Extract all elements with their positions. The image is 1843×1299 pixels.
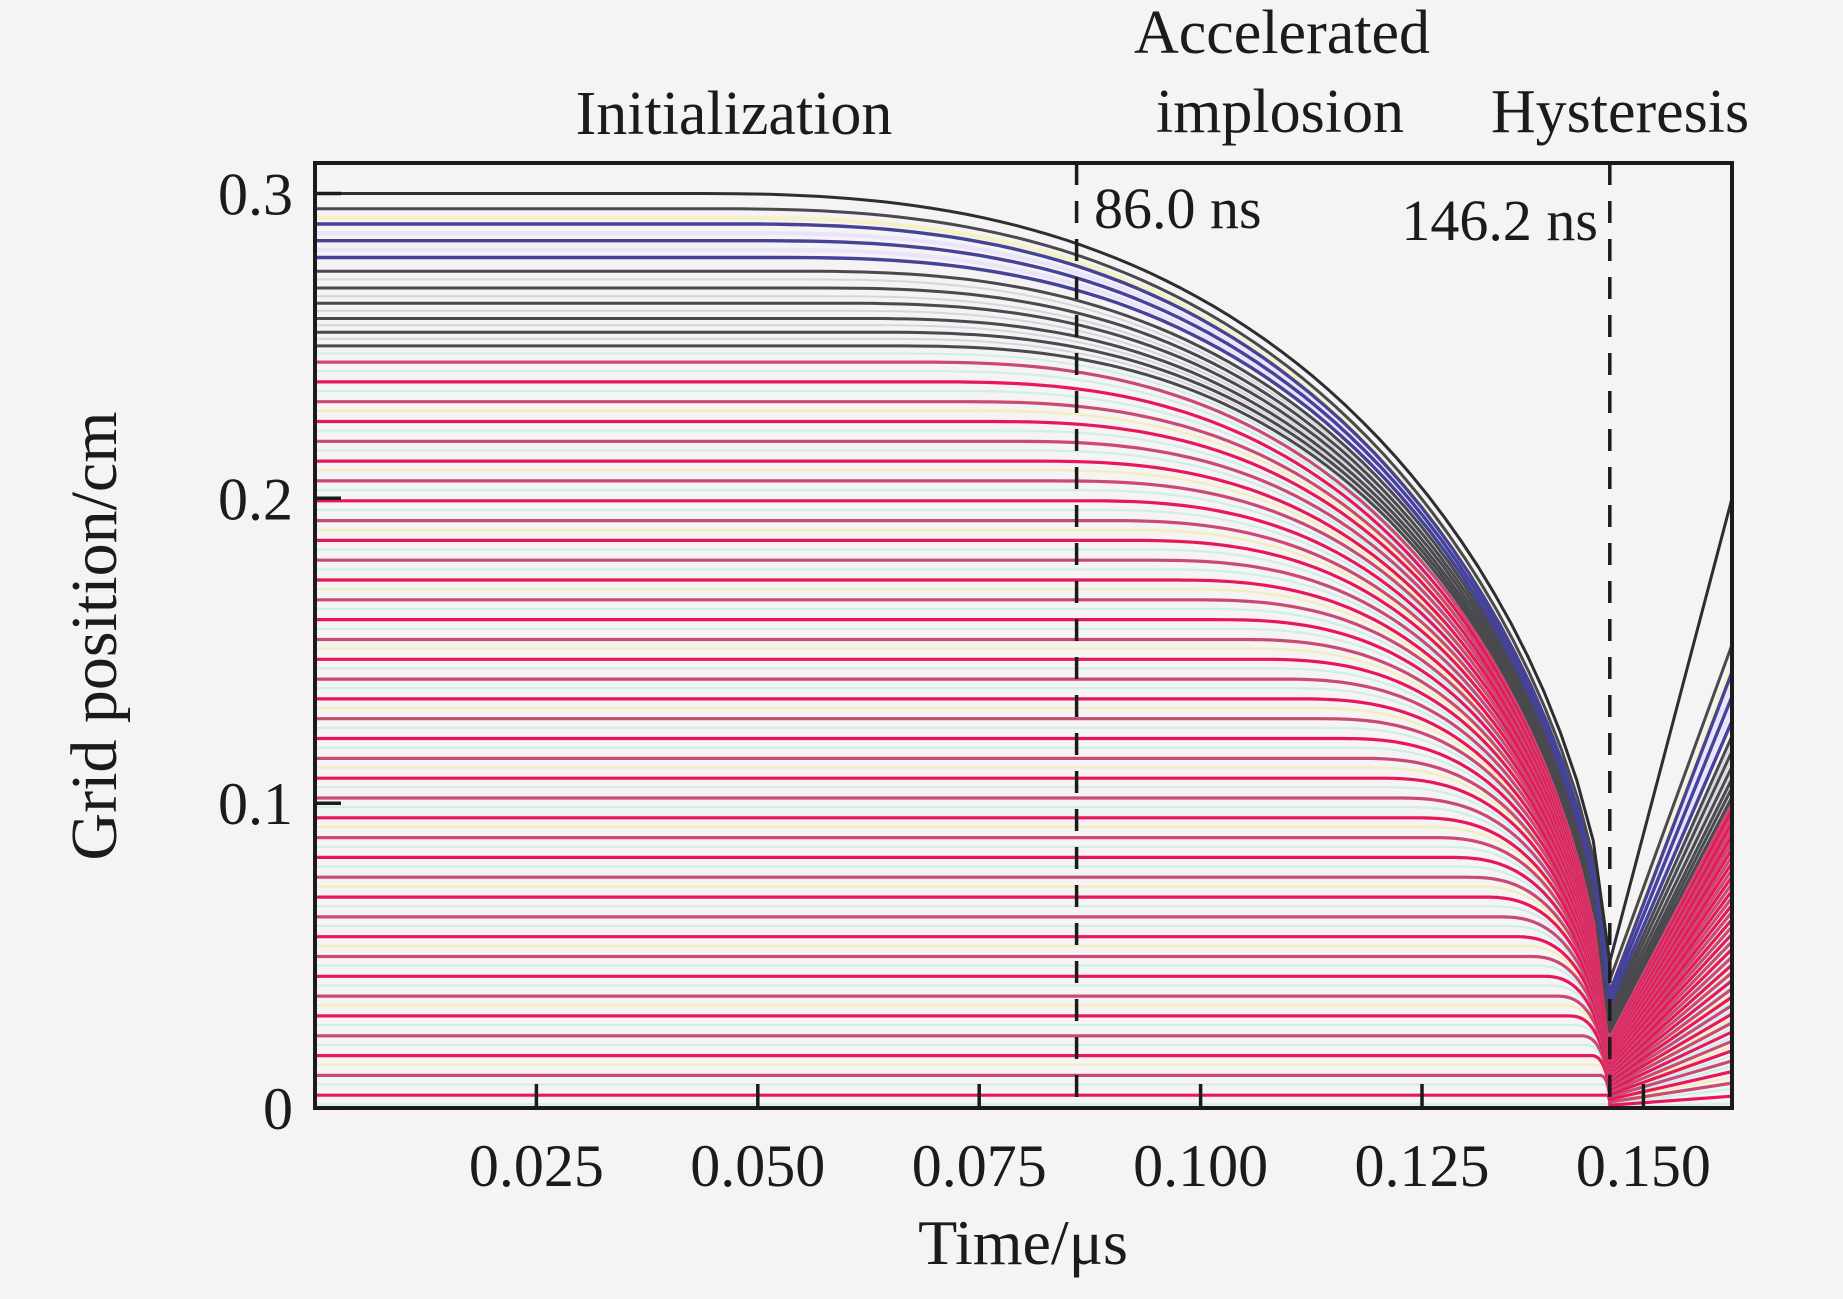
y-tick-label: 0.1 — [218, 771, 293, 837]
grid-trajectory-line — [315, 459, 1732, 1045]
x-tick-label: 0.100 — [1133, 1133, 1268, 1199]
grid-trajectory-line — [315, 344, 1732, 1034]
grid-trajectory-line — [315, 231, 1732, 998]
x-tick-label: 0.050 — [690, 1133, 825, 1199]
grid-trajectory-line — [315, 756, 1732, 1070]
grid-trajectory-line — [315, 617, 1732, 1058]
grid-trajectory-line — [315, 479, 1732, 1046]
y-axis-title: Grid position/cm — [58, 411, 131, 860]
grid-trajectory-line — [315, 637, 1732, 1060]
grid-trajectory-line — [315, 915, 1732, 1086]
grid-trajectory-line — [315, 825, 1732, 1077]
grid-trajectory-line — [315, 1053, 1732, 1101]
grid-trajectory-line — [315, 935, 1732, 1088]
grid-trajectory-line — [315, 518, 1732, 1050]
grid-trajectory-line — [315, 855, 1732, 1080]
x-tick-label: 0.150 — [1576, 1133, 1711, 1199]
y-tick-label: 0.3 — [218, 162, 293, 228]
grid-trajectory-line — [315, 796, 1732, 1074]
grid-trajectory-line — [315, 1073, 1732, 1104]
grid-trajectory-line — [315, 192, 1732, 964]
x-axis-tick-labels: 0.025 0.050 0.075 0.100 0.125 0.150 — [469, 1133, 1711, 1199]
grid-trajectory-line — [315, 419, 1732, 1042]
y-tick-label: 0 — [263, 1076, 293, 1142]
grid-trajectory-line — [315, 598, 1732, 1056]
grid-trajectory-line — [315, 558, 1732, 1053]
grid-trajectory-line — [315, 835, 1732, 1078]
grid-trajectory-line — [315, 875, 1732, 1082]
x-tick-label: 0.075 — [912, 1133, 1047, 1199]
y-axis-ticks — [315, 191, 341, 1110]
annotation-146ns: 146.2 ns — [1401, 188, 1598, 253]
phase-label-hysteresis: Hysteresis — [1491, 78, 1749, 146]
grid-trajectory-line — [315, 845, 1732, 1078]
x-tick-label: 0.125 — [1355, 1133, 1490, 1199]
grid-trajectory-line — [315, 677, 1732, 1063]
x-axis-title: Time/μs — [918, 1207, 1128, 1278]
grid-trajectory-line — [315, 439, 1732, 1043]
phase-boundary-dashed-lines — [1074, 163, 1612, 1108]
x-tick-label: 0.025 — [469, 1133, 604, 1199]
phase-label-initialization: Initialization — [576, 80, 893, 148]
grid-trajectory-line — [315, 269, 1732, 1012]
grid-trajectory-line — [315, 717, 1732, 1067]
grid-trajectory-line — [315, 330, 1732, 1030]
grid-trajectory-line — [315, 222, 1732, 994]
plot-border — [313, 161, 1734, 1110]
grid-trajectory-line — [315, 255, 1732, 1007]
grid-trajectory-line — [315, 816, 1732, 1076]
y-axis-tick-labels: 0 0.1 0.2 0.3 — [218, 162, 293, 1143]
grid-trajectory-line — [315, 538, 1732, 1051]
grid-trajectory-line — [315, 776, 1732, 1072]
grid-trajectory-line — [315, 657, 1732, 1061]
phase-label-accelerated: Accelerated — [1134, 0, 1430, 67]
grid-trajectory-line — [315, 400, 1732, 1040]
grid-trajectory-line — [315, 317, 1732, 1026]
grid-trajectory-line — [315, 697, 1732, 1065]
grid-trajectory-line — [315, 578, 1732, 1055]
grid-trajectory-line — [315, 1043, 1732, 1100]
grid-trajectory-line — [315, 974, 1732, 1092]
y-tick-label: 0.2 — [218, 466, 293, 532]
grid-trajectory-line — [315, 964, 1732, 1090]
grid-trajectory-line — [315, 360, 1732, 1037]
grid-trajectory-line — [315, 301, 1732, 1022]
grid-trajectory-line — [315, 238, 1732, 1000]
phase-label-implosion: implosion — [1156, 78, 1404, 146]
grid-trajectory-line — [315, 380, 1732, 1039]
grid-trajectory-line — [315, 499, 1732, 1048]
grid-trajectory-line — [315, 895, 1732, 1084]
grid-trajectory-line — [315, 286, 1732, 1017]
grid-trajectory-line — [315, 207, 1732, 982]
annotation-86ns: 86.0 ns — [1094, 176, 1262, 241]
grid-trajectory-line — [315, 736, 1732, 1068]
trajectory-lines — [315, 192, 1732, 1108]
grid-trajectory-line — [315, 1004, 1732, 1095]
x-axis-ticks — [534, 1084, 1646, 1108]
